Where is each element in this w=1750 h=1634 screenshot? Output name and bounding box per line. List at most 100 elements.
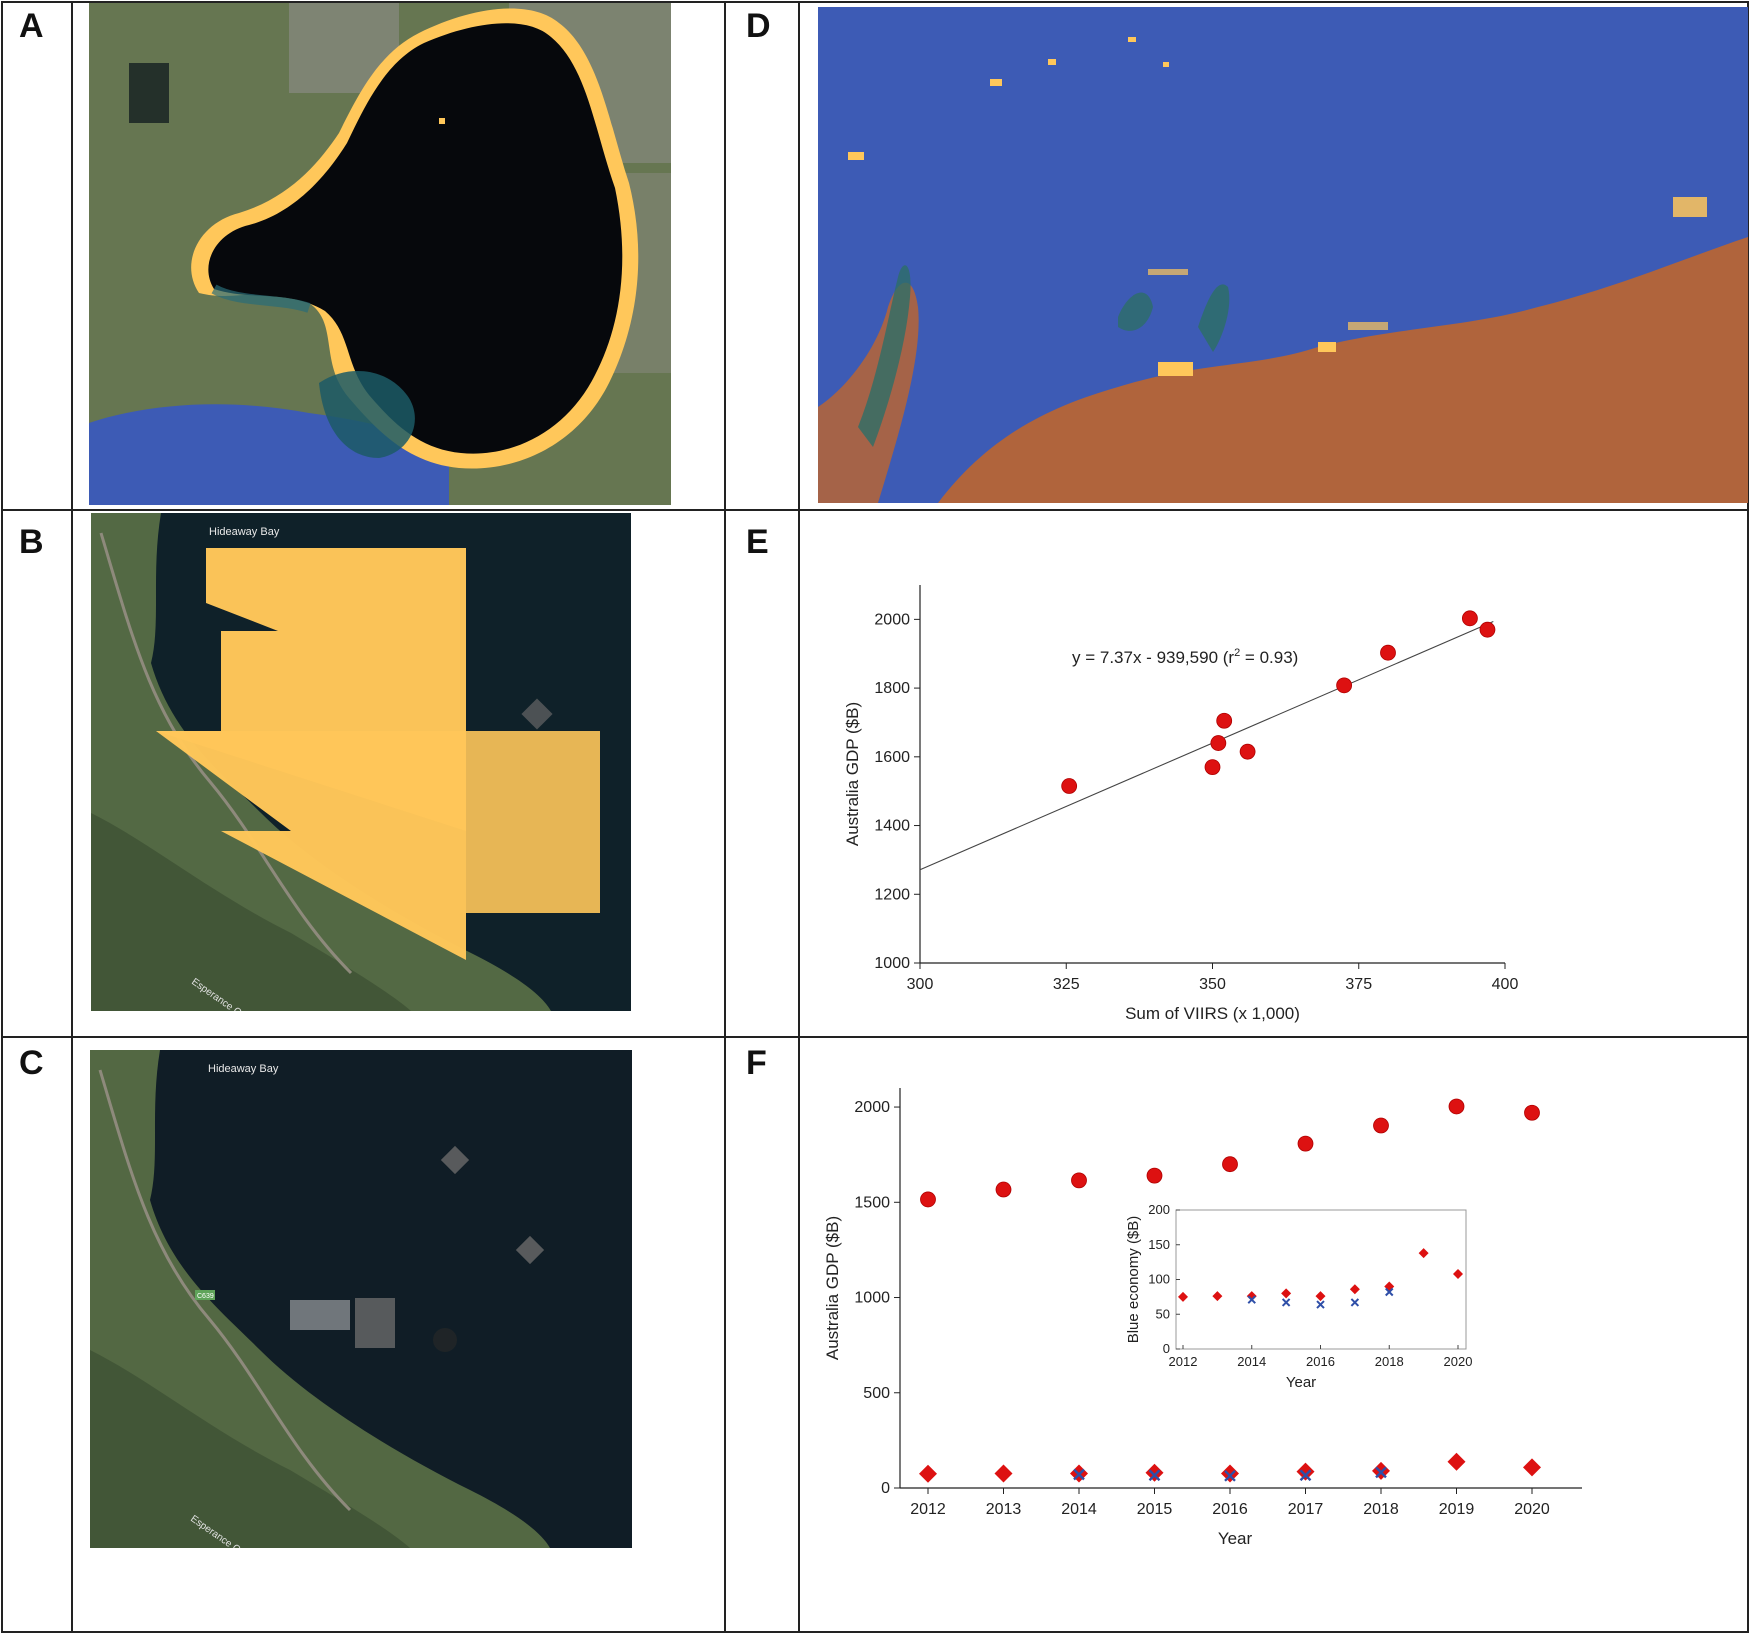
blue-economy-diamond	[1296, 1462, 1315, 1481]
panel-f-content: 2012 2013 2014 2015 2016 2017 2018 2019 2020 0 500…	[798, 1036, 1749, 1633]
inset-diamond	[1349, 1284, 1360, 1295]
dark-field	[129, 63, 169, 123]
y-tick-label: 1000	[854, 1290, 890, 1307]
data-point	[1336, 677, 1353, 694]
x-tick-label: 2017	[1288, 1501, 1324, 1518]
x-axis-label: Year	[1218, 1529, 1253, 1548]
y-tick-label: 1800	[874, 680, 910, 697]
gdp-point	[1373, 1117, 1389, 1134]
inset-diamond	[1212, 1291, 1223, 1302]
inset-x	[1385, 1287, 1394, 1297]
inset-x-tick-label: 2012	[1169, 1354, 1198, 1369]
data-point	[1210, 735, 1227, 751]
x-tick-label: 2014	[1061, 1501, 1097, 1518]
panel-letter-a: A	[19, 7, 44, 45]
panel-f-cell: F	[724, 1036, 800, 1633]
inset-frame	[1175, 1209, 1467, 1350]
panel-a-content	[71, 1, 726, 511]
fit-equation: y = 7.37x - 939,590 (r2 = 0.93)	[1072, 647, 1298, 667]
blue-economy-x	[1224, 1469, 1236, 1482]
map-label-road-number: C639	[197, 1293, 214, 1300]
inset-y-tick-label: 100	[1148, 1272, 1170, 1287]
x-tick-label: 2020	[1514, 1501, 1550, 1518]
blue-economy-x	[1073, 1468, 1085, 1481]
blue-economy-diamond	[1447, 1452, 1466, 1471]
inset-diamond	[1453, 1268, 1463, 1279]
gdp-point	[1071, 1172, 1087, 1189]
panel-e-content: 300 325 350 375 400 1000 1200 1400 1600 1800 2000 S…	[798, 509, 1749, 1038]
road-sign	[195, 1290, 215, 1300]
blue-economy-diamond	[919, 1464, 937, 1483]
panel-d-content	[798, 1, 1749, 511]
panel-letter-c: C	[19, 1044, 44, 1082]
map-port-phillip-bay	[89, 3, 671, 505]
blue-economy-x	[1148, 1469, 1161, 1482]
inset-x	[1350, 1298, 1360, 1307]
inset-diamond	[1178, 1291, 1188, 1302]
gdp-point	[995, 1181, 1012, 1198]
inset-diamond	[1315, 1291, 1326, 1302]
y-tick-label: 1600	[874, 749, 910, 766]
panel-c-cell: C	[1, 1036, 73, 1633]
gdp-point	[1146, 1167, 1163, 1184]
panel-letter-b: B	[19, 523, 44, 561]
y-tick-label: 1200	[874, 886, 910, 903]
chart-f-gdp-by-year: 2012 2013 2014 2015 2016 2017 2018 2019 2020 0 500…	[823, 1088, 1582, 1548]
inset-x	[1316, 1300, 1325, 1309]
y-tick-label: 0	[881, 1480, 890, 1497]
map-label-hideaway-bay-c: Hideaway Bay	[208, 1063, 279, 1075]
panel-e-cell: E	[724, 509, 800, 1038]
y-axis-label: Australia GDP ($B)	[843, 702, 862, 846]
inset-x-tick-label: 2018	[1375, 1354, 1404, 1369]
blue-economy-x	[1299, 1469, 1312, 1482]
map-hideaway-bay-highlighted: Hideaway Bay Esperance Coast Rd	[91, 513, 631, 1011]
inset-x-tick-label: 2020	[1444, 1354, 1473, 1369]
inset-y-tick-label: 200	[1148, 1202, 1170, 1217]
panel-a-cell: A	[1, 1, 73, 511]
map-label-hideaway-bay-b: Hideaway Bay	[209, 526, 280, 538]
x-tick-label: 2018	[1363, 1501, 1399, 1518]
data-point	[1216, 712, 1233, 729]
x-tick-label: 2019	[1439, 1501, 1475, 1518]
x-tick-label: 2016	[1212, 1501, 1248, 1518]
shoals	[319, 371, 415, 458]
blue-economy-diamond	[1523, 1458, 1541, 1477]
gdp-point	[920, 1191, 936, 1208]
x-tick-label: 2012	[910, 1501, 946, 1518]
x-tick-label: 375	[1345, 976, 1372, 993]
map-hideaway-bay: C639 Hideaway Bay Esperance Coast Rd	[90, 1050, 632, 1548]
x-tick-label: 2015	[1137, 1501, 1173, 1518]
y-tick-label: 500	[863, 1385, 890, 1402]
x-tick-label: 325	[1053, 976, 1080, 993]
panel-letter-f: F	[746, 1044, 767, 1082]
map-pilbara-coast	[818, 7, 1748, 503]
mainland	[938, 237, 1748, 503]
x-tick-label: 2013	[986, 1501, 1022, 1518]
x-tick-label: 400	[1492, 976, 1519, 993]
data-point	[1462, 610, 1478, 627]
panel-d-cell: D	[724, 1, 800, 511]
panel-b-content: Hideaway Bay Esperance Coast Rd	[71, 509, 726, 1038]
regression-line	[919, 621, 1494, 871]
chart-e-gdp-vs-viirs: 300 325 350 375 400 1000 1200 1400 1600 1800 2000 S…	[843, 585, 1519, 1023]
inset-y-tick-label: 150	[1148, 1237, 1170, 1252]
inset-diamond	[1281, 1288, 1292, 1299]
blue-economy-diamond	[1221, 1464, 1239, 1483]
inset-diamond	[1246, 1291, 1257, 1302]
inset-x-axis-label: Year	[1286, 1374, 1316, 1391]
blue-economy-diamond	[994, 1464, 1013, 1483]
gdp-point	[1222, 1156, 1238, 1173]
fit-equation-main: y = 7.37x - 939,590 (r	[1072, 648, 1234, 667]
gdp-point	[1448, 1098, 1465, 1115]
data-point	[1239, 743, 1256, 760]
data-point	[1479, 621, 1496, 638]
blue-economy-x	[1375, 1466, 1387, 1479]
inset-y-tick-label: 50	[1156, 1306, 1170, 1321]
y-tick-label: 1400	[874, 818, 910, 835]
panel-letter-d: D	[746, 7, 771, 45]
x-tick-label: 300	[907, 976, 934, 993]
inset-y-axis-label: Blue economy ($B)	[1125, 1216, 1142, 1344]
data-point	[1061, 778, 1078, 794]
data-point	[1204, 759, 1221, 776]
